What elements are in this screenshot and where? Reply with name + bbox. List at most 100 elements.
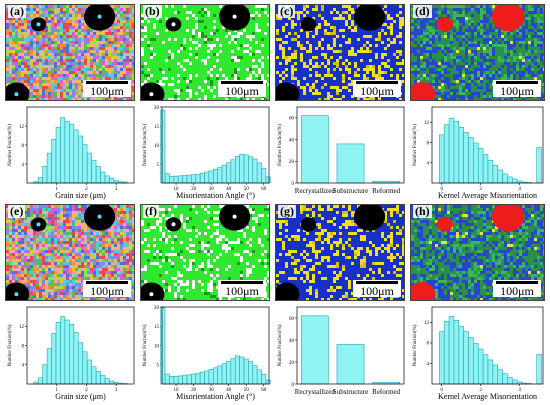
bar <box>177 175 183 184</box>
bar <box>221 363 227 385</box>
y-tick-label: 20 <box>154 306 160 311</box>
y-tick-label: 12 <box>19 125 25 130</box>
bar <box>173 376 179 385</box>
bar <box>458 326 464 385</box>
panel-label: (d) <box>413 4 432 18</box>
bar <box>239 356 245 385</box>
y-axis-label: Number Fraction(%) <box>413 124 418 166</box>
bar <box>199 172 205 184</box>
y-tick-label: 12 <box>19 325 25 330</box>
bar <box>492 364 498 385</box>
x-tick-label: 30 <box>209 388 215 393</box>
grain-boundary-map-b: (b) 100μm <box>140 4 270 101</box>
axis-frame <box>161 306 270 385</box>
bar <box>230 358 236 385</box>
bar <box>37 177 43 184</box>
x-tick-label: 50 <box>244 187 250 192</box>
bar <box>217 167 223 184</box>
kam-map-h: (h) 100μm <box>410 204 545 301</box>
bar <box>91 159 97 184</box>
bar <box>109 177 115 184</box>
x-tick-label: 50 <box>244 388 250 393</box>
y-tick-label: 0 <box>292 383 295 388</box>
bar <box>443 321 450 385</box>
y-tick-label: 20 <box>154 106 160 111</box>
x-axis-label: Kernel Average Misorientation <box>438 392 537 401</box>
bar <box>199 371 205 385</box>
scale-bar: 100μm <box>83 280 131 297</box>
bar <box>300 115 329 184</box>
grain-boundary-map-f: (f) 100μm <box>140 204 270 301</box>
y-tick-label: 5 <box>157 163 160 168</box>
bar <box>113 180 119 184</box>
bar <box>243 154 249 184</box>
axis-frame <box>161 106 270 184</box>
x-tick-label: 60 <box>261 388 267 393</box>
bar <box>51 333 57 385</box>
y-tick-label: 60 <box>289 317 295 322</box>
bar <box>336 344 365 385</box>
axis-frame <box>296 106 405 184</box>
recrystallization-bar-chart-g: Number Fraction(%) 0 20 40 60 Recrystallized S… <box>275 304 407 401</box>
kam-map-texture <box>411 5 544 100</box>
bar <box>448 315 455 385</box>
scale-text: 100μm <box>90 84 124 98</box>
bar <box>164 173 170 184</box>
bar <box>502 373 508 385</box>
bar <box>497 169 503 184</box>
bar <box>208 369 214 385</box>
bar <box>256 162 262 184</box>
bar <box>473 142 479 184</box>
bar <box>82 144 88 184</box>
x-tick-label: 30 <box>209 187 215 192</box>
bar <box>73 332 79 385</box>
bar <box>208 170 214 184</box>
bar <box>243 358 249 385</box>
bar <box>64 319 70 385</box>
bar <box>69 324 75 385</box>
x-tick-label: 4 <box>518 388 521 393</box>
bar <box>78 342 83 385</box>
category-label: Recrystallized <box>295 388 336 396</box>
recrystallization-map-c: (c) 100μm <box>275 4 405 101</box>
bar <box>463 331 469 385</box>
y-tick-label: 0 <box>292 182 295 187</box>
bar <box>536 147 542 184</box>
bar <box>507 176 513 184</box>
bar <box>64 120 70 184</box>
x-tick-label: 20 <box>191 187 197 192</box>
y-tick-label: 12 <box>424 321 430 326</box>
bar <box>213 367 218 385</box>
panel-label: (h) <box>413 204 432 218</box>
scale-bar: 100μm <box>493 80 541 97</box>
axis-frame <box>431 306 544 385</box>
y-tick-label: 4 <box>427 362 430 367</box>
bar <box>173 175 179 184</box>
bar <box>60 117 66 184</box>
axis-frame <box>26 306 135 385</box>
bar <box>448 117 455 184</box>
bar <box>109 380 115 385</box>
x-tick-label: 2 <box>479 187 482 192</box>
y-tick-label: 12 <box>424 121 430 126</box>
panel-label: (g) <box>278 204 296 218</box>
bar <box>482 354 489 385</box>
recrystallization-bar-chart-c: Number Fraction(%) 0 20 40 60 Recrystallized S… <box>275 104 407 200</box>
x-tick-label: 3 <box>115 388 118 393</box>
y-axis-label: Number Fraction(%) <box>278 124 283 166</box>
bar <box>55 127 61 184</box>
bar <box>468 137 474 184</box>
rex-map-texture <box>276 205 404 300</box>
misorientation-histogram-f: Number Fraction(%) 5 10 15 20 10 20 30 40 50 60 Mis… <box>140 304 272 401</box>
bar <box>248 156 254 184</box>
scale-text: 100μm <box>500 284 534 298</box>
bar <box>502 173 508 184</box>
kam-histogram-h: Number Fraction(%) 4 8 12 0 2 4 Kernel Average … <box>410 304 546 401</box>
bar <box>100 375 106 385</box>
y-tick-label: 60 <box>289 117 295 122</box>
bar <box>512 379 518 385</box>
bar <box>226 162 232 184</box>
x-tick-label: 3 <box>115 187 118 192</box>
bar <box>169 376 175 385</box>
x-tick-label: 10 <box>174 187 180 192</box>
